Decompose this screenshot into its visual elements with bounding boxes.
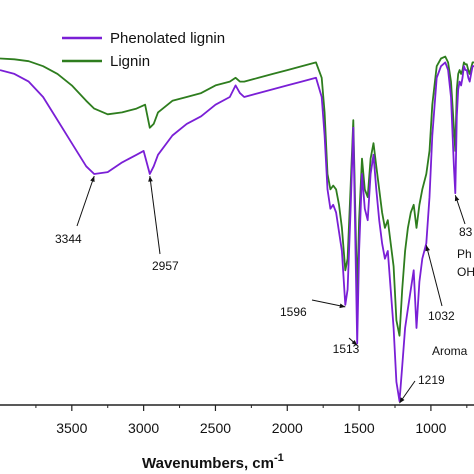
legend: Phenolated lignin Lignin — [62, 30, 225, 70]
x-tick-label-1000: 1000 — [415, 420, 446, 436]
annotation-arrowhead-2957 — [148, 176, 153, 182]
x-axis-label-main: Wavenumbers, cm — [142, 455, 274, 472]
annotation-arrowhead-3344 — [90, 176, 95, 182]
plot-lines — [0, 55, 474, 402]
series-line-lignin — [0, 55, 474, 337]
annotation-arrow-1596 — [311, 299, 346, 308]
x-tick-label-1500: 1500 — [344, 420, 375, 436]
x-axis-label: Wavenumbers, cm-1 — [142, 452, 284, 472]
annotation-label-2957: 2957 — [152, 259, 179, 273]
annotation-arrowhead-1596 — [339, 303, 346, 309]
x-tick-label-3500: 3500 — [56, 420, 87, 436]
annotation-oh-label: OH — [457, 265, 474, 279]
annotation-label-1219: 1219 — [418, 373, 445, 387]
annotation-arrow-2957 — [149, 175, 161, 255]
annotation-ph-label: Ph — [457, 247, 472, 261]
x-axis-label-sup: -1 — [274, 452, 284, 464]
annotation-label-1596: 1596 — [280, 305, 307, 319]
x-tick-label-3000: 3000 — [128, 420, 159, 436]
x-tick-label-2000: 2000 — [272, 420, 303, 436]
annotation-aroma-label: Aroma — [432, 344, 468, 358]
annotation-label-1032: 1032 — [428, 309, 455, 323]
annotation-arrow-1032 — [425, 245, 443, 307]
axes: 3500 3000 2500 2000 1500 1000 — [0, 404, 474, 436]
annotation-arrowhead-1032 — [425, 245, 430, 252]
annotation-label-3344: 3344 — [55, 232, 82, 246]
series-line-phenolated — [0, 61, 474, 402]
annotation-label-1513: 1513 — [333, 342, 360, 356]
legend-label-phenolated: Phenolated lignin — [110, 30, 225, 47]
legend-label-lignin: Lignin — [110, 53, 150, 70]
annotation-arrowhead-1219 — [399, 397, 405, 404]
annotations: 3344 2957 1596 1513 1219 1032 83 — [55, 175, 473, 404]
annotation-label-83: 83 — [459, 225, 473, 239]
annotation-arrowhead-83 — [454, 195, 460, 202]
x-tick-label-2500: 2500 — [200, 420, 231, 436]
annotation-arrow-3344 — [76, 175, 95, 227]
annotation-arrowhead-1513 — [351, 340, 358, 346]
